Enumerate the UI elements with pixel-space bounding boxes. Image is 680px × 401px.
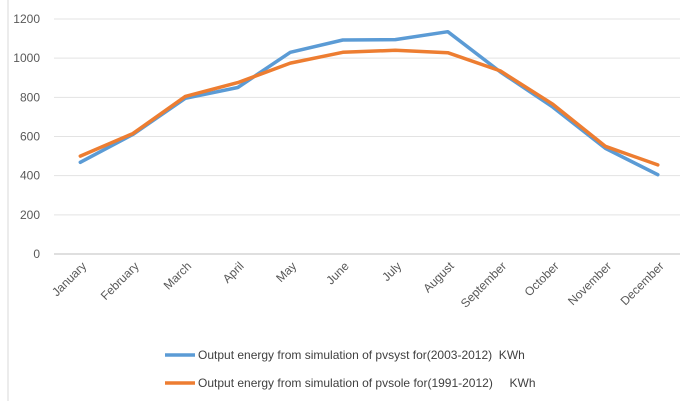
legend-label: Output energy from simulation of pvsole …	[198, 376, 536, 390]
x-tick-label: December	[618, 259, 667, 308]
y-tick-label: 1200	[13, 12, 40, 26]
x-tick-label: October	[522, 259, 562, 299]
x-tick-label: November	[565, 259, 614, 308]
x-tick-label: August	[420, 259, 457, 296]
series-line	[78, 48, 660, 167]
x-tick-label: September	[458, 259, 509, 310]
legend-label: Output energy from simulation of pvsyst …	[198, 348, 525, 362]
x-tick-label: February	[98, 259, 142, 303]
y-tick-label: 800	[20, 90, 40, 104]
y-tick-label: 0	[33, 247, 40, 261]
y-tick-label: 400	[20, 169, 40, 183]
series-line	[78, 29, 660, 177]
x-tick-label: April	[220, 259, 247, 286]
y-tick-label: 600	[20, 130, 40, 144]
x-tick-label: July	[379, 259, 404, 284]
x-tick-label: June	[323, 259, 352, 288]
x-tick-label: May	[273, 259, 299, 285]
y-tick-label: 1000	[13, 51, 40, 65]
x-tick-label: January	[49, 259, 89, 299]
x-tick-label: March	[161, 259, 194, 292]
y-tick-label: 200	[20, 208, 40, 222]
